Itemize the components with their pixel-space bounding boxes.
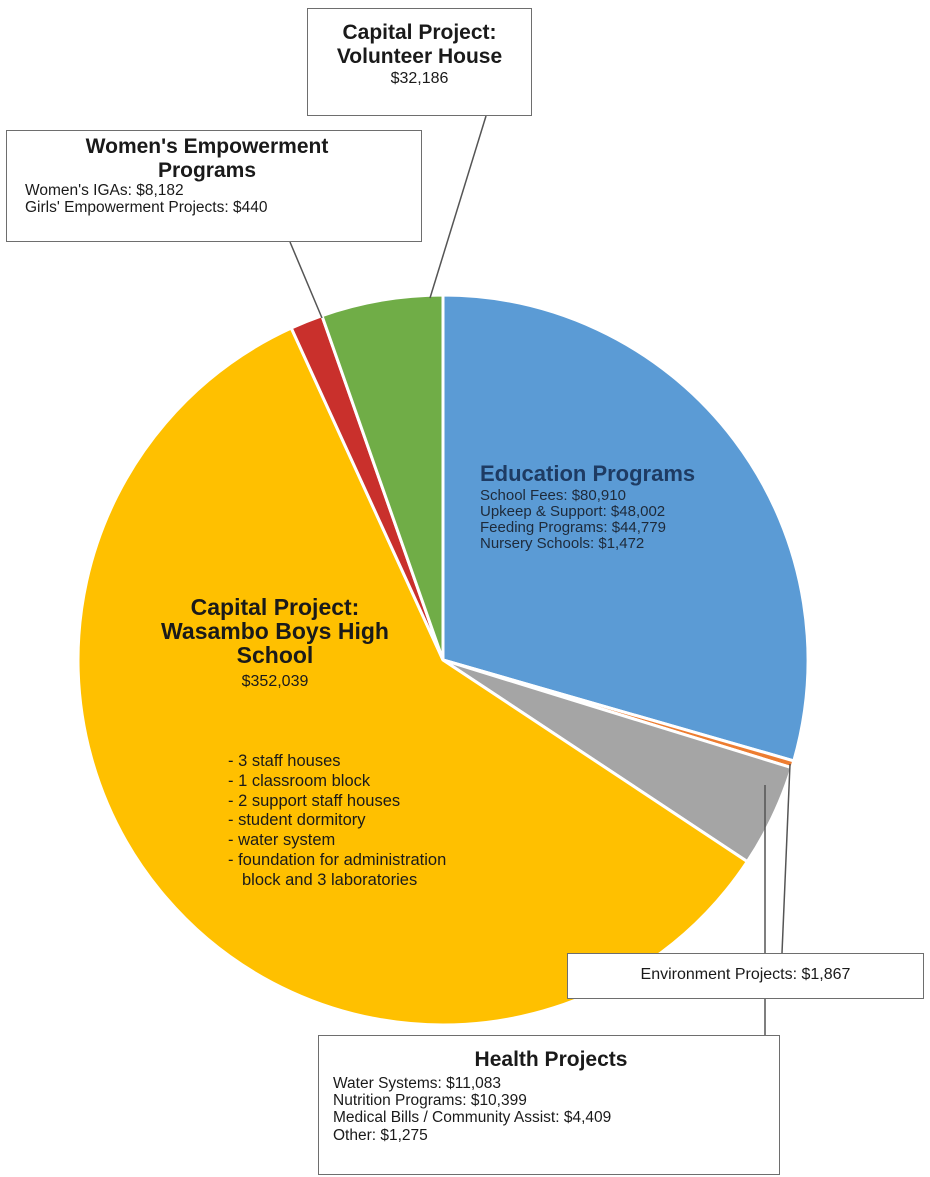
wasambo-bullet: - student dormitory <box>228 811 366 830</box>
callout-womens-empowerment: Women's Empowerment Programs Women's IGA… <box>6 130 422 242</box>
wasambo-bullet: - foundation for administration <box>228 850 447 869</box>
education-title: Education Programs <box>480 461 696 486</box>
education-line-feeding: Feeding Programs: $44,779 <box>480 519 666 537</box>
wasambo-bullet-list: - 3 staff houses - 1 classroom block - 2… <box>228 752 446 891</box>
education-line-upkeep: Upkeep & Support: $48,002 <box>480 502 666 520</box>
health-line-water: Water Systems: $11,083 <box>333 1074 501 1092</box>
leader-line-volunteer <box>429 115 487 299</box>
volunteer-amount: $32,186 <box>390 70 449 88</box>
environment-line: Environment Projects: $1,867 <box>640 966 851 983</box>
wasambo-title-1: Capital Project: <box>190 594 360 620</box>
health-line-other: Other: $1,275 <box>333 1126 428 1144</box>
women-title-2: Programs <box>157 158 257 182</box>
wasambo-bullet: - water system <box>228 831 336 850</box>
wasambo-bullet: - 2 support staff houses <box>228 791 401 810</box>
callout-environment-projects: Environment Projects: $1,867 <box>567 953 924 999</box>
wasambo-amount: $352,039 <box>241 673 309 691</box>
volunteer-title-1: Capital Project: <box>342 21 497 44</box>
women-line-girls: Girls' Empowerment Projects: $440 <box>25 199 268 217</box>
education-line-fees: School Fees: $80,910 <box>480 486 626 504</box>
callout-volunteer-house: Capital Project: Volunteer House $32,186 <box>307 8 532 116</box>
wasambo-title-3: School <box>236 642 314 669</box>
wasambo-title-2: Wasambo Boys High <box>161 618 389 645</box>
pie-slices <box>76 293 810 1027</box>
callout-health-projects: Health Projects Water Systems: $11,083 N… <box>318 1035 780 1175</box>
women-line-igas: Women's IGAs: $8,182 <box>25 182 184 200</box>
label-wasambo-school: Capital Project: Wasambo Boys High Schoo… <box>100 595 450 691</box>
wasambo-bullet: - 1 classroom block <box>228 771 371 790</box>
education-line-nursery: Nursery Schools: $1,472 <box>480 535 645 553</box>
wasambo-bullet: - 3 staff houses <box>228 752 341 770</box>
wasambo-bullet-continued: block and 3 laboratories <box>242 870 418 889</box>
volunteer-title-2: Volunteer House <box>336 44 503 68</box>
pie-slice-volunteer <box>319 293 445 661</box>
pie-slice-education <box>441 293 810 763</box>
women-title-1: Women's Empowerment <box>85 135 329 158</box>
leader-line-women <box>289 241 323 319</box>
leader-line-env <box>781 763 791 954</box>
health-line-medical: Medical Bills / Community Assist: $4,409 <box>333 1109 612 1127</box>
label-education-programs: Education Programs School Fees: $80,910 … <box>480 462 695 553</box>
health-title: Health Projects <box>474 1048 628 1071</box>
health-line-nutrition: Nutrition Programs: $10,399 <box>333 1091 527 1109</box>
